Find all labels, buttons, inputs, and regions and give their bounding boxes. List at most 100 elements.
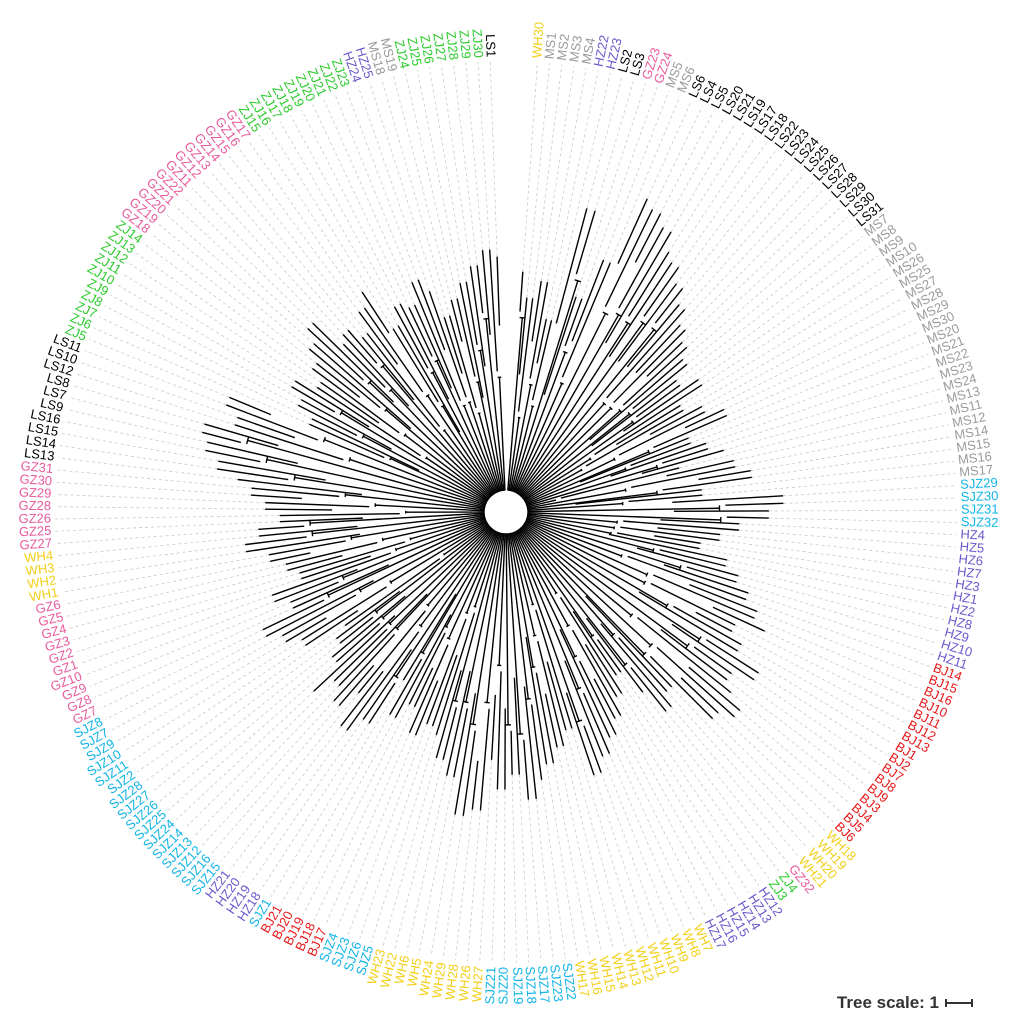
leaf-branch [544, 693, 558, 748]
guide-line [734, 716, 843, 814]
leaf-branch [659, 549, 726, 567]
leaf-branch [523, 739, 530, 800]
clade-connector [613, 457, 616, 461]
guide-line [663, 117, 725, 228]
internal-branch [509, 533, 534, 668]
leaf-guide-lines [55, 61, 957, 963]
leaf-branch [653, 574, 755, 619]
guide-line [250, 719, 364, 884]
internal-branch [523, 421, 634, 500]
leaf-branch [622, 346, 688, 406]
leaf-branch [565, 692, 595, 776]
guide-line [258, 134, 363, 293]
leaf-branch [606, 308, 686, 399]
guide-line [575, 83, 647, 297]
internal-branch [526, 468, 626, 506]
guide-line [465, 62, 483, 251]
guide-line [336, 735, 416, 931]
guide-line [518, 774, 530, 963]
leaf-label: LS3 [627, 51, 648, 77]
leaf-label: SJZ19 [510, 967, 526, 1005]
guide-line [733, 412, 947, 462]
leaf-branch [258, 525, 305, 531]
leaf-branch [636, 547, 739, 577]
leaf-branch [207, 441, 298, 465]
leaf-label: HZ3 [954, 576, 981, 595]
leaf-label: HZ8 [946, 612, 973, 632]
internal-branch [266, 458, 485, 508]
leaf-label: ZJ26 [417, 34, 437, 65]
leaf-branch [575, 210, 596, 275]
guide-line [702, 473, 956, 496]
guide-line [535, 798, 554, 961]
leaf-branch [496, 256, 501, 326]
internal-branch [395, 529, 495, 677]
guide-line [768, 517, 957, 523]
leaf-label: MS3 [566, 34, 585, 63]
leaf-branch [340, 670, 384, 727]
guide-line [668, 129, 746, 253]
internal-branch [513, 352, 566, 492]
internal-branch [404, 434, 489, 500]
internal-branch [526, 518, 681, 569]
leaf-branch [689, 583, 758, 613]
leaf-branch [411, 282, 462, 401]
internal-branch [410, 517, 486, 540]
leaf-branch [559, 597, 623, 694]
leaf-branch [564, 660, 604, 757]
leaf-branch [571, 259, 605, 342]
tree-scale-bar [945, 999, 973, 1007]
leaf-branch [657, 527, 721, 536]
leaf-branch [335, 622, 381, 663]
internal-branch [447, 531, 498, 639]
guide-line [209, 171, 349, 331]
guide-line [467, 810, 481, 962]
guide-line [67, 563, 286, 617]
guide-line [193, 685, 340, 838]
leaf-branch [205, 449, 261, 463]
guide-line [532, 64, 563, 299]
leaf-branch [226, 404, 319, 441]
internal-branch [527, 515, 612, 534]
leaf-branch [596, 639, 622, 673]
leaf-branch [529, 281, 549, 379]
guide-line [609, 95, 681, 263]
leaf-branch [338, 664, 375, 707]
guide-line [123, 639, 303, 752]
internal-branch [527, 514, 615, 529]
internal-branch [510, 533, 536, 636]
leaf-labels: WH30MS1MS2MS3MS4HZ22HZ23LS2LS3GZ23GZ24MS… [18, 21, 998, 1004]
clade-connector [403, 433, 407, 437]
guide-line [211, 705, 340, 854]
leaf-branch [560, 467, 680, 499]
guide-line [737, 650, 893, 745]
guide-line [144, 638, 337, 783]
internal-branch [515, 530, 569, 627]
leaf-branch [469, 266, 486, 367]
guide-line [69, 397, 203, 433]
leaf-branch [615, 404, 681, 446]
guide-line [57, 535, 259, 557]
leaf-branch [635, 324, 681, 374]
guide-line [609, 753, 684, 927]
internal-branch [521, 407, 612, 498]
clade-connector [624, 488, 627, 492]
leaf-branch [413, 304, 452, 389]
clade-connector [609, 406, 613, 411]
internal-branch [382, 516, 485, 541]
internal-branch [505, 533, 509, 725]
clade-connector [528, 383, 533, 386]
leaf-branch [265, 508, 333, 511]
guide-line [137, 625, 346, 773]
internal-branch [340, 412, 488, 502]
internal-branch [479, 350, 504, 491]
guide-line [642, 691, 780, 872]
guide-line [682, 157, 786, 289]
leaf-branch [610, 442, 707, 477]
leaf-branch [361, 336, 415, 401]
guide-line [220, 692, 359, 862]
leaf-branch [336, 590, 401, 640]
leaf-branch [518, 297, 528, 375]
guide-line [151, 642, 341, 792]
leaf-branch [686, 566, 737, 583]
